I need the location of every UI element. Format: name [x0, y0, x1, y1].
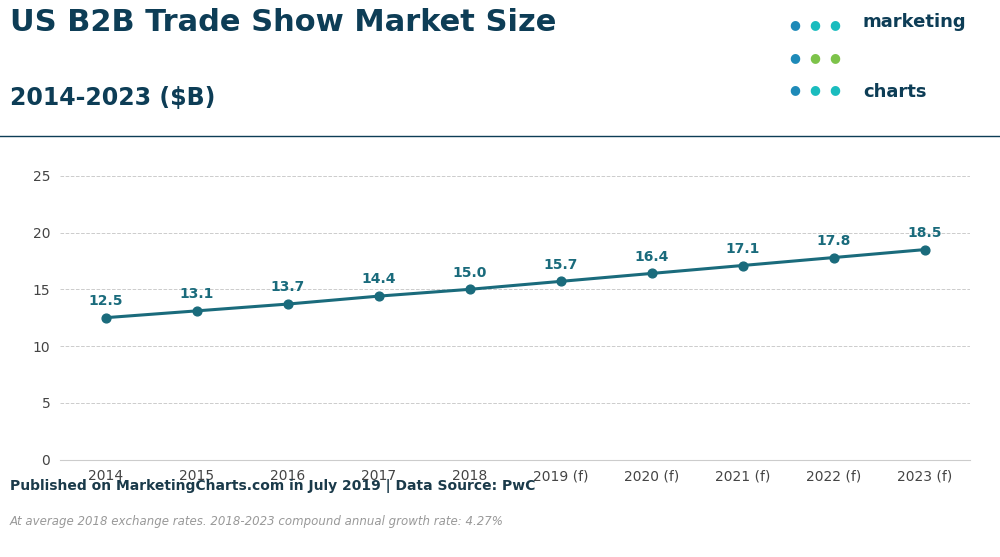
Text: US B2B Trade Show Market Size: US B2B Trade Show Market Size: [10, 8, 556, 37]
Point: [188, 306, 205, 315]
Text: At average 2018 exchange rates. 2018-2023 compound annual growth rate: 4.27%: At average 2018 exchange rates. 2018-202…: [10, 515, 504, 528]
Text: 14.4: 14.4: [361, 272, 396, 286]
Text: ●: ●: [830, 83, 840, 96]
Point: [734, 261, 750, 270]
Text: 18.5: 18.5: [907, 226, 942, 240]
Point: [98, 313, 113, 322]
Text: ●: ●: [810, 18, 820, 32]
Text: ●: ●: [790, 83, 800, 96]
Text: 15.0: 15.0: [452, 266, 487, 280]
Point: [826, 253, 842, 262]
Text: ●: ●: [810, 51, 820, 64]
Point: [644, 269, 660, 278]
Text: Published on MarketingCharts.com in July 2019 | Data Source: PwC: Published on MarketingCharts.com in July…: [10, 478, 535, 493]
Text: 12.5: 12.5: [88, 294, 123, 308]
Text: ●: ●: [830, 18, 840, 32]
Text: ●: ●: [790, 18, 800, 32]
Point: [370, 292, 386, 301]
Text: 13.7: 13.7: [270, 280, 305, 294]
Text: ●: ●: [830, 51, 840, 64]
Text: 13.1: 13.1: [179, 287, 214, 301]
Text: 17.8: 17.8: [816, 234, 851, 248]
Text: 16.4: 16.4: [634, 250, 669, 263]
Text: ●: ●: [790, 51, 800, 64]
Text: 15.7: 15.7: [543, 258, 578, 272]
Text: charts: charts: [863, 84, 926, 101]
Text: 2014-2023 ($B): 2014-2023 ($B): [10, 86, 215, 110]
Text: 17.1: 17.1: [725, 242, 760, 256]
Point: [280, 300, 296, 309]
Text: ●: ●: [810, 83, 820, 96]
Point: [552, 277, 568, 286]
Point: [462, 285, 478, 294]
Point: [916, 245, 932, 254]
Text: marketing: marketing: [863, 13, 967, 31]
